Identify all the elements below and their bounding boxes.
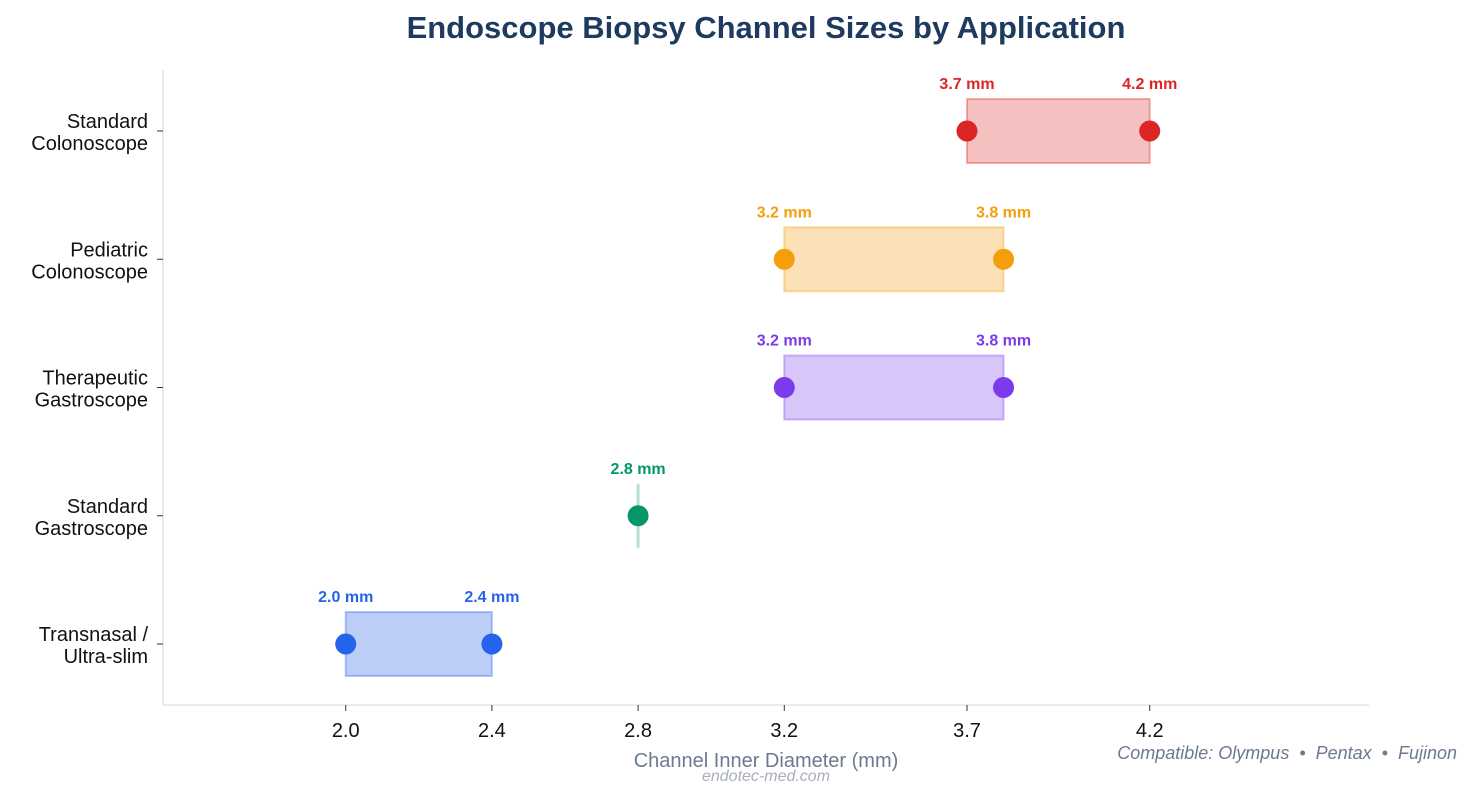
x-axis-label: Channel Inner Diameter (mm) xyxy=(634,750,899,772)
y-tick-label: Therapeutic Gastroscope xyxy=(35,368,148,412)
x-tick-label: 3.2 xyxy=(770,720,798,742)
max-data-label: 4.2 mm xyxy=(1122,76,1177,93)
data-label: 2.8 mm xyxy=(611,461,666,478)
min-data-label: 3.2 mm xyxy=(757,333,812,350)
min-dot xyxy=(956,120,978,142)
min-data-label: 3.7 mm xyxy=(939,76,994,93)
compatibility-note: Compatible: Olympus • Pentax • Fujinon xyxy=(1117,743,1457,763)
x-tick-label: 3.7 xyxy=(953,720,981,742)
x-tick-label: 4.2 xyxy=(1136,720,1164,742)
value-dot xyxy=(627,505,649,527)
min-dot xyxy=(335,633,357,655)
max-dot xyxy=(1139,120,1161,142)
x-tick-label: 2.8 xyxy=(624,720,652,742)
chart-title: Endoscope Biopsy Channel Sizes by Applic… xyxy=(407,10,1126,45)
max-data-label: 2.4 mm xyxy=(464,589,519,606)
max-data-label: 3.8 mm xyxy=(976,333,1031,350)
range-bar xyxy=(344,611,493,677)
y-tick-label: Standard Colonoscope xyxy=(31,111,148,155)
y-tick-label: Transnasal / Ultra-slim xyxy=(39,624,149,668)
y-tick-label: Standard Gastroscope xyxy=(35,496,148,540)
watermark: endotec-med.com xyxy=(702,768,830,785)
y-tick-label: Pediatric Colonoscope xyxy=(31,239,148,283)
min-dot xyxy=(773,248,795,270)
min-data-label: 2.0 mm xyxy=(318,589,373,606)
max-dot xyxy=(993,377,1015,398)
min-data-label: 3.2 mm xyxy=(757,204,812,221)
x-tick-label: 2.4 xyxy=(478,720,506,742)
x-tick-label: 2.0 xyxy=(332,720,360,742)
range-bar xyxy=(966,98,1151,164)
range-bar xyxy=(783,354,1005,421)
range-bar xyxy=(783,226,1005,293)
max-dot xyxy=(481,633,503,655)
min-dot xyxy=(773,377,795,398)
max-dot xyxy=(993,248,1015,270)
max-data-label: 3.8 mm xyxy=(976,204,1031,221)
